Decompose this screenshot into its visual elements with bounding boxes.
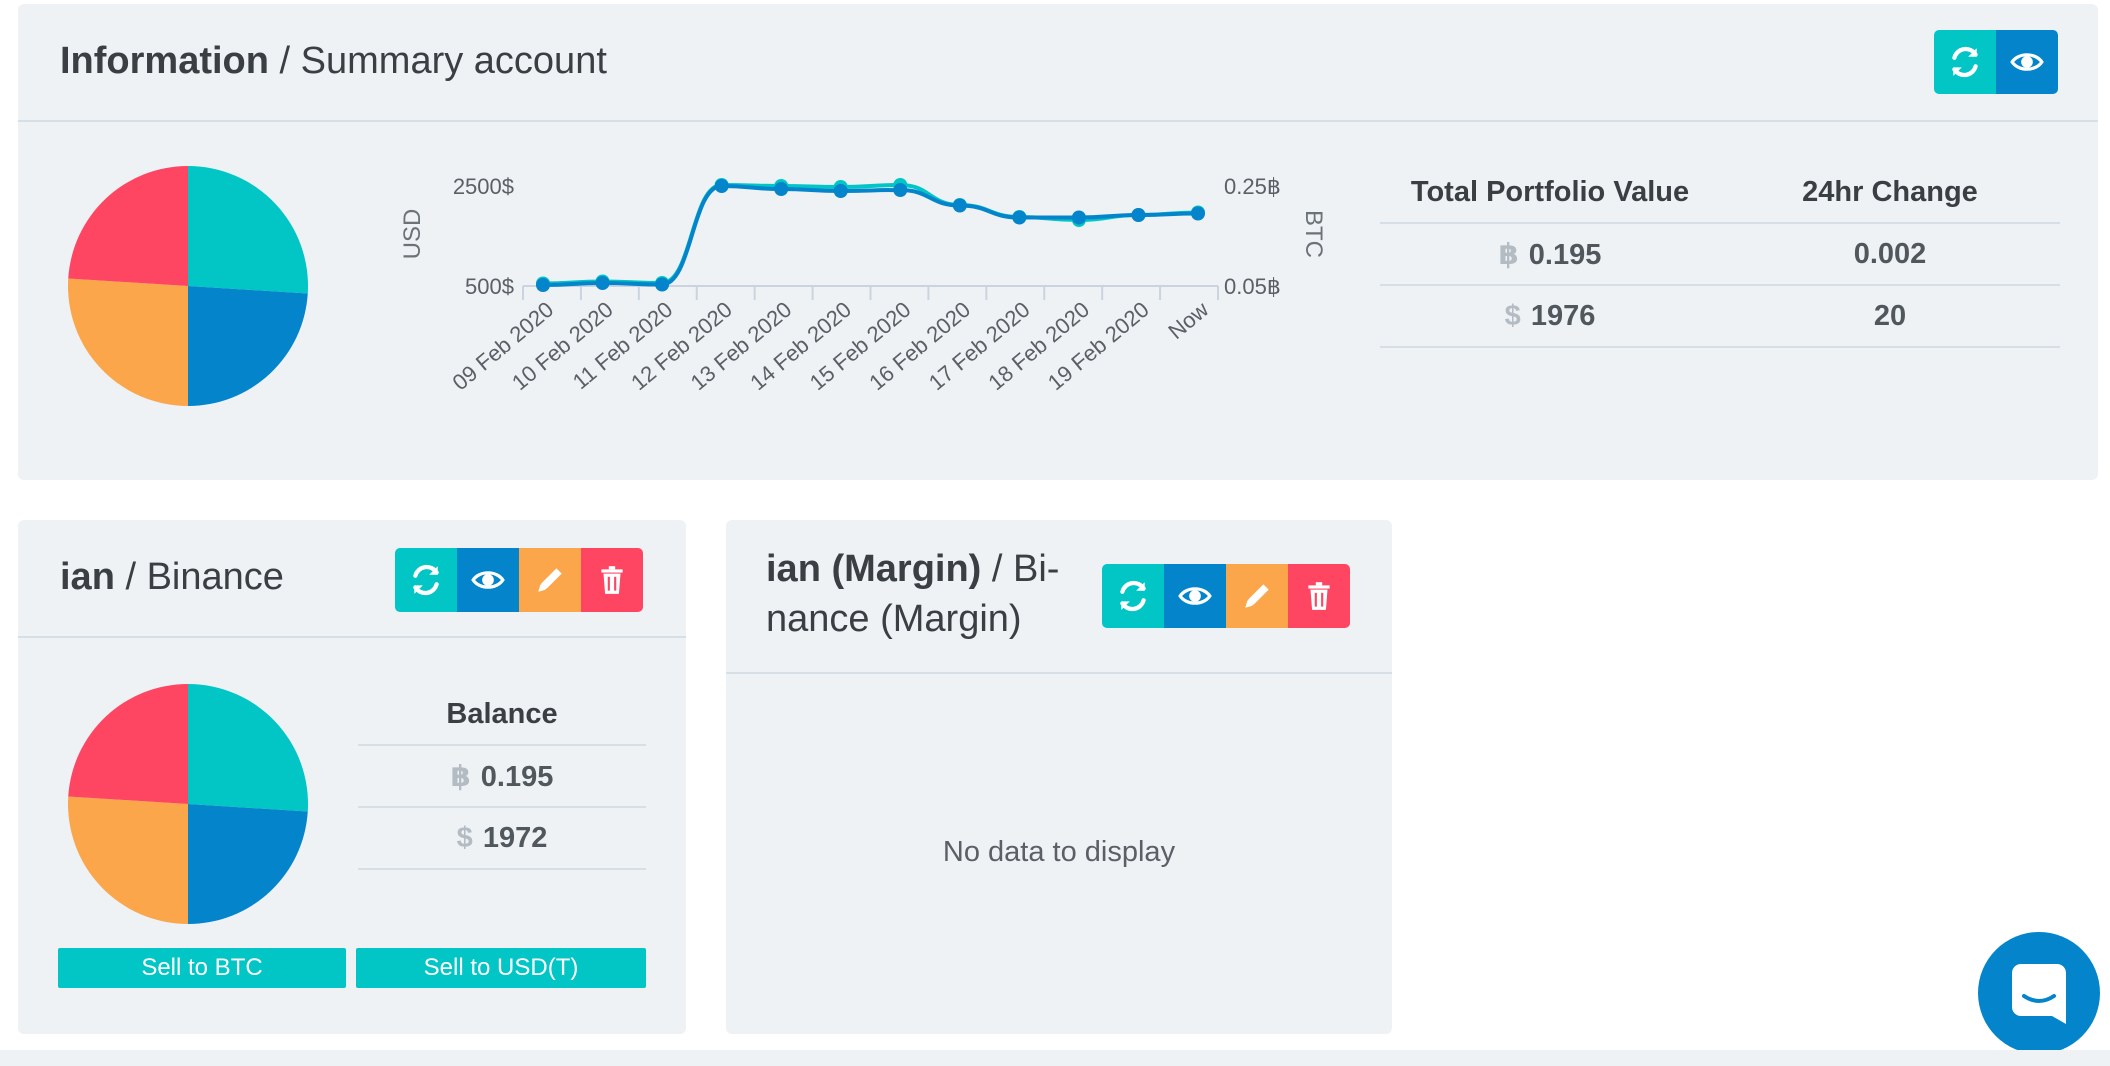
btc-balance: 0.195 xyxy=(480,760,554,793)
btc-value: 0.195 xyxy=(1528,238,1602,271)
account-panel-binance-margin: ian (Margin) / Bi- nance (Margin) No dat… xyxy=(726,520,1392,1034)
pie-slice-blue xyxy=(188,804,308,924)
usd-series-point xyxy=(1191,206,1205,221)
account-button-group xyxy=(395,548,643,612)
summary-table: Total Portfolio Value 24hr Change ฿ 0.195… xyxy=(1380,162,2060,348)
usd-series-point xyxy=(714,179,729,193)
usd-series-point xyxy=(952,198,967,213)
pie-slice-orange xyxy=(67,796,188,924)
chat-icon xyxy=(2012,964,2066,1024)
summary-table-header: Total Portfolio Value 24hr Change xyxy=(1380,162,2060,224)
pie-slice-teal xyxy=(188,684,308,812)
btc-series-line xyxy=(542,182,1199,286)
summary-title-bold: Information xyxy=(60,40,269,82)
account-delete-button[interactable] xyxy=(581,548,643,612)
table-row: ฿ 0.195 0.002 xyxy=(1380,224,2060,286)
x-tick-label: Now xyxy=(1163,297,1213,345)
account-refresh-button[interactable] xyxy=(1102,564,1164,628)
header-balance: Balance xyxy=(446,697,558,730)
pencil-icon xyxy=(538,568,562,592)
chat-launcher-button[interactable] xyxy=(1978,932,2100,1054)
summary-pie-chart xyxy=(67,166,308,406)
pencil-icon xyxy=(1245,584,1269,608)
usd-series-point xyxy=(1071,210,1086,225)
portfolio-line-chart: USD BTC 2500$ 500$ 0.25฿ 0.05฿ 09 Feb 20… xyxy=(399,174,1327,395)
dollar-icon: $ xyxy=(1504,299,1521,332)
summary-panel-header: Information / Summary account xyxy=(18,4,2098,122)
eye-icon xyxy=(2010,53,2044,71)
btc-change: 0.002 xyxy=(1853,237,1927,270)
account-title-rest-line2: nance (Margin) xyxy=(766,598,1022,640)
usd-series-line xyxy=(542,183,1199,287)
usd-series-point xyxy=(536,278,550,292)
account-title: ian / Binance xyxy=(60,552,284,602)
trash-icon xyxy=(601,566,623,594)
account-edit-button[interactable] xyxy=(519,548,581,612)
usd-change: 20 xyxy=(1873,299,1907,332)
no-data-message: No data to display xyxy=(942,836,1176,868)
table-row: ฿ 0.195 xyxy=(358,746,646,808)
summary-panel: Information / Summary account USD BTC 25… xyxy=(18,4,2098,480)
header-total-portfolio-value: Total Portfolio Value xyxy=(1410,175,1690,208)
usd-series-point xyxy=(893,183,908,197)
account-panel-header: ian / Binance xyxy=(18,520,686,638)
eye-icon xyxy=(1178,587,1212,605)
trash-icon xyxy=(1308,582,1330,610)
balance-table-header: Balance xyxy=(358,684,646,746)
account-panel-header: ian (Margin) / Bi- nance (Margin) xyxy=(726,520,1392,674)
y2-axis-label: BTC xyxy=(1300,210,1327,258)
usd-series-point xyxy=(1012,210,1027,225)
table-row: $1972 xyxy=(358,808,646,870)
summary-title: Information / Summary account xyxy=(60,36,607,86)
usd-series-point xyxy=(655,277,670,292)
usd-balance: 1972 xyxy=(482,821,548,854)
y-axis-label: USD xyxy=(399,209,426,260)
table-row: $1976 20 xyxy=(1380,286,2060,348)
y2-tick-top: 0.25฿ xyxy=(1224,174,1281,199)
account-title-rest: / Binance xyxy=(114,556,284,598)
usd-series-point xyxy=(774,182,789,196)
account-delete-button[interactable] xyxy=(1288,564,1350,628)
y-tick-top: 2500$ xyxy=(453,174,514,199)
account-refresh-button[interactable] xyxy=(395,548,457,612)
account-title-bold: ian xyxy=(60,556,115,598)
account-button-group xyxy=(1102,564,1350,628)
balance-table: Balance ฿ 0.195 $1972 xyxy=(358,684,646,870)
pie-slice-teal xyxy=(188,166,308,294)
eye-icon xyxy=(471,571,505,589)
refresh-icon xyxy=(1120,580,1146,612)
usd-series-point xyxy=(1131,208,1146,222)
account-title-bold: ian (Margin) xyxy=(766,548,982,590)
usd-series-point xyxy=(833,184,848,198)
sell-to-usdt-button[interactable]: Sell to USD(T) xyxy=(356,948,646,988)
account-title: ian (Margin) / Bi- nance (Margin) xyxy=(766,544,1059,644)
pie-slice-red xyxy=(68,684,188,804)
refresh-icon xyxy=(413,564,439,596)
sell-to-btc-button[interactable]: Sell to BTC xyxy=(58,948,346,988)
bitcoin-icon: ฿ xyxy=(450,760,471,793)
account-view-button[interactable] xyxy=(1164,564,1226,628)
summary-title-rest: / Summary account xyxy=(268,40,607,82)
account-edit-button[interactable] xyxy=(1226,564,1288,628)
bottom-strip xyxy=(0,1050,2110,1066)
pie-slice-orange xyxy=(67,278,188,406)
dollar-icon: $ xyxy=(456,821,473,854)
summary-refresh-button[interactable] xyxy=(1934,30,1996,94)
pie-slice-red xyxy=(68,166,188,286)
refresh-icon xyxy=(1952,46,1978,78)
y2-tick-bottom: 0.05฿ xyxy=(1224,274,1281,299)
pie-slice-blue xyxy=(188,286,308,406)
summary-view-button[interactable] xyxy=(1996,30,2058,94)
usd-value: 1976 xyxy=(1530,299,1596,332)
account-panel-binance: ian / Binance Balance ฿ 0.195 $1972 xyxy=(18,520,686,1034)
bitcoin-icon: ฿ xyxy=(1498,238,1519,271)
usd-series-point xyxy=(595,276,610,290)
header-24hr-change: 24hr Change xyxy=(1802,175,1978,208)
account-title-rest-line1: / Bi- xyxy=(981,548,1060,590)
summary-button-group xyxy=(1934,30,2058,94)
account-view-button[interactable] xyxy=(457,548,519,612)
account-pie-chart xyxy=(67,684,308,924)
y-tick-bottom: 500$ xyxy=(465,274,514,299)
